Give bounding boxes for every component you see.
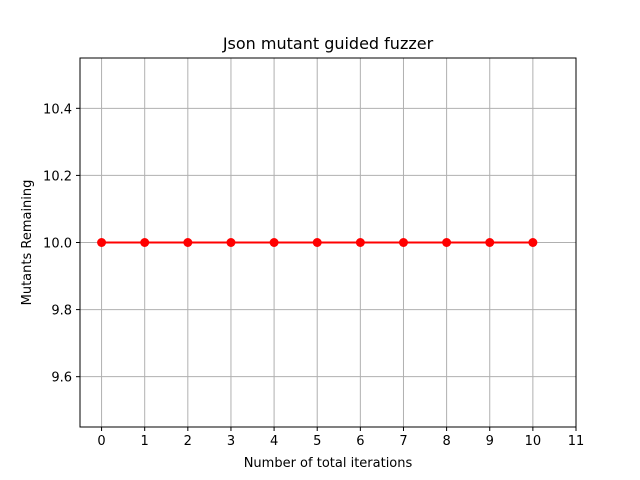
x-tick-label: 0: [97, 434, 105, 449]
x-tick-label: 4: [270, 434, 278, 449]
x-tick-label: 8: [442, 434, 450, 449]
y-axis-label: Mutants Remaining: [20, 180, 35, 306]
x-tick-label: 5: [313, 434, 321, 449]
x-tick-label: 6: [356, 434, 364, 449]
y-tick-label: 10.4: [43, 102, 72, 117]
x-tick-label: 3: [227, 434, 235, 449]
y-tick-label: 9.6: [51, 371, 72, 386]
data-point: [140, 238, 150, 247]
x-tick-label: 2: [184, 434, 192, 449]
data-point: [442, 238, 452, 247]
chart-title: Json mutant guided fuzzer: [222, 34, 434, 53]
y-tick-label: 9.8: [51, 304, 72, 319]
x-tick-label: 9: [486, 434, 494, 449]
x-tick-label: 1: [141, 434, 149, 449]
data-point: [485, 238, 495, 247]
data-point: [97, 238, 107, 247]
data-point: [312, 238, 322, 247]
data-point: [355, 238, 365, 247]
data-point: [398, 238, 408, 247]
data-point: [269, 238, 279, 247]
x-axis-label: Number of total iterations: [244, 456, 413, 471]
data-point: [183, 238, 193, 247]
data-point: [226, 238, 236, 247]
series-layer: [97, 238, 538, 247]
data-point: [528, 238, 538, 247]
x-tick-label: 7: [399, 434, 407, 449]
x-tick-label: 10: [525, 434, 542, 449]
ticks: 0 1 2 3 4 5 6 7 8 9 10 11 9.6 9.8 10.0 10.2 10.4: [43, 102, 584, 449]
y-tick-label: 10.0: [43, 237, 72, 252]
y-tick-label: 10.2: [43, 169, 72, 184]
x-tick-label: 11: [568, 434, 585, 449]
